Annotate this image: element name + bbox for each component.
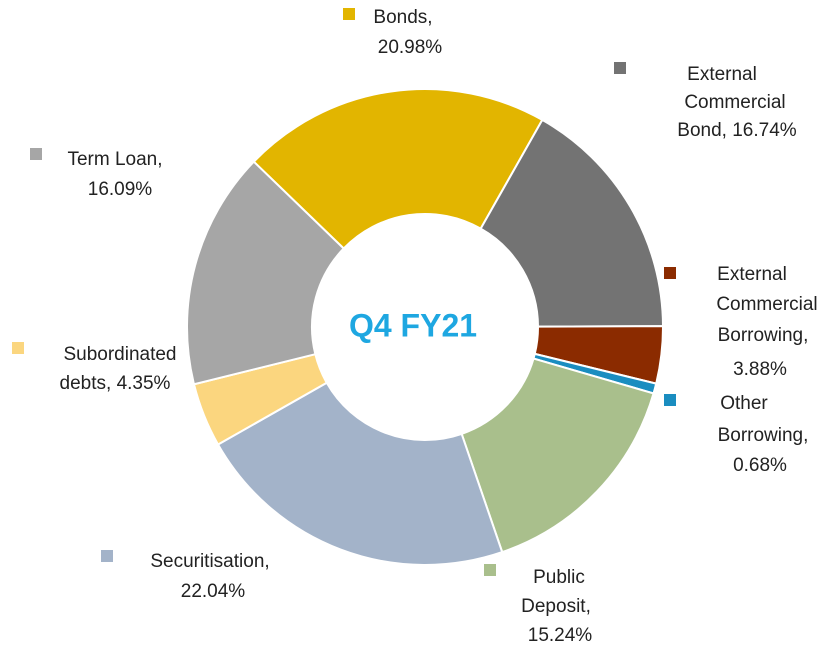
label-line: 15.24% — [528, 625, 593, 646]
label-line: Bond, 16.74% — [677, 120, 796, 141]
data-label: Securitisation, 22.04% — [150, 551, 269, 602]
data-label: Public Deposit, 15.24% — [521, 567, 592, 646]
category-label: Subordinated — [63, 344, 176, 365]
donut — [186, 88, 665, 566]
category-label: Borrowing, — [718, 325, 809, 346]
label-line: 0.68% — [733, 455, 787, 476]
category-label: Other — [720, 393, 768, 414]
legend-swatch — [101, 550, 113, 562]
category-label: Public — [533, 567, 585, 588]
value-label: 3.88% — [733, 359, 787, 380]
legend-swatch — [343, 8, 355, 20]
value-label: 22.04% — [181, 581, 246, 602]
category-label: Bonds, — [373, 7, 432, 28]
slice — [216, 381, 504, 566]
label-line: 20.98% — [378, 37, 443, 58]
category-label: Securitisation, — [150, 551, 269, 572]
category-label: Term — [67, 149, 109, 170]
label-line: Public — [533, 567, 585, 588]
data-label: Subordinated debts, 4.35% — [60, 344, 177, 394]
label-line: Deposit, — [521, 596, 591, 617]
label-line: debts, 4.35% — [60, 373, 171, 394]
legend-swatch — [484, 564, 496, 576]
label-line: Bonds, — [373, 7, 432, 28]
label-line: Borrowing, — [718, 325, 809, 346]
category-label: External — [687, 64, 757, 85]
category-label: Bond, — [677, 120, 727, 141]
chart-title: Q4 FY21 — [349, 307, 477, 343]
data-label: Other Borrowing, 0.68% — [718, 393, 809, 476]
legend-swatch — [664, 267, 676, 279]
category-label: Commercial — [716, 294, 817, 315]
data-label: Term Loan, 16.09% — [67, 149, 162, 200]
category-label: Borrowing, — [718, 425, 809, 446]
data-label: External Commercial Bond, 16.74% — [677, 64, 796, 141]
label-line: Commercial — [716, 294, 817, 315]
label-line: Borrowing, — [718, 425, 809, 446]
legend-swatch — [614, 62, 626, 74]
value-label: 16.09% — [88, 179, 153, 200]
category-label: Loan, — [110, 149, 163, 170]
category-label: debts, — [60, 373, 112, 394]
category-label: Commercial — [684, 92, 785, 113]
value-label: 15.24% — [528, 625, 593, 646]
legend-swatch — [30, 148, 42, 160]
label-line: 22.04% — [181, 581, 246, 602]
label-line: Term Loan, — [67, 149, 162, 170]
category-label: Deposit, — [521, 596, 591, 617]
slice — [479, 118, 665, 328]
slice — [186, 160, 346, 386]
label-line: Commercial — [684, 92, 785, 113]
label-line: Securitisation, — [150, 551, 269, 572]
legend-swatch — [12, 342, 24, 354]
category-label: External — [717, 264, 787, 285]
data-label: External Commercial Borrowing, 3.88% — [716, 264, 817, 380]
label-line: Other — [720, 393, 768, 414]
label-line: 3.88% — [733, 359, 787, 380]
data-label: Bonds, 20.98% — [373, 7, 442, 58]
value-label: 0.68% — [733, 455, 787, 476]
label-line: External — [687, 64, 757, 85]
label-line: External — [717, 264, 787, 285]
value-label: 16.74% — [727, 120, 797, 141]
label-line: Subordinated — [63, 344, 176, 365]
legend-swatch — [664, 394, 676, 406]
label-line: 16.09% — [88, 179, 153, 200]
value-label: 20.98% — [378, 37, 443, 58]
slice — [460, 357, 655, 554]
slice — [252, 88, 544, 250]
value-label: 4.35% — [111, 373, 170, 394]
